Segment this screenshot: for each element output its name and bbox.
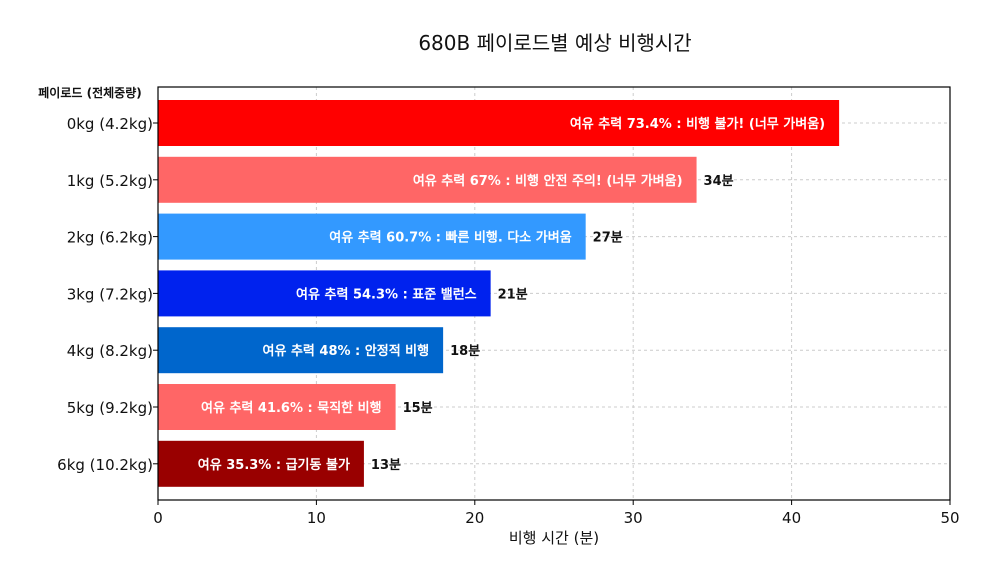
bar-label: 여유 35.3% : 급기동 불가 [198, 457, 350, 473]
bar [158, 156, 697, 203]
bar [158, 440, 364, 487]
x-tick-label: 0 [153, 509, 163, 527]
bar [158, 327, 444, 374]
y-axis-title: 페이로드 (전체중량) [38, 85, 141, 100]
y-tick-label: 0kg (4.2kg) [67, 115, 153, 133]
x-tick-label: 20 [465, 509, 484, 527]
bar-label: 여유 추력 73.4% : 비행 불가! (너무 가벼움) [570, 116, 825, 132]
bar [158, 384, 396, 430]
y-tick-label: 2kg (6.2kg) [67, 229, 153, 247]
bar-label: 여유 추력 60.7% : 빠른 비행. 다소 가벼움 [329, 230, 571, 246]
time-label: 21분 [498, 287, 528, 302]
bar-label: 여유 추력 67% : 비행 안전 주의! (너무 가벼움) [413, 173, 683, 189]
y-tick-label: 3kg (7.2kg) [67, 285, 153, 303]
chart-title: 680B 페이로드별 예상 비행시간 [418, 31, 691, 55]
time-label: 15분 [403, 401, 433, 416]
x-tick-label: 10 [307, 509, 326, 527]
y-tick-label: 6kg (10.2kg) [57, 456, 153, 474]
bar-label: 여유 추력 48% : 안정적 비행 [263, 343, 430, 359]
bar-label: 여유 추력 41.6% : 묵직한 비행 [201, 400, 382, 416]
x-tick-label: 40 [782, 509, 801, 527]
time-label: 13분 [371, 458, 401, 473]
bar [158, 213, 586, 260]
y-tick-label: 1kg (5.2kg) [67, 172, 153, 190]
x-axis-title: 비행 시간 (분) [509, 529, 599, 547]
time-label: 34분 [704, 174, 734, 189]
bar [158, 270, 491, 317]
bar [158, 100, 840, 146]
axis-ticks: 0 10 20 30 40 50 0kg (4.2kg) 1kg (5.2kg) 2kg (6.… [57, 115, 959, 527]
time-label: 27분 [593, 231, 623, 246]
y-tick-label: 5kg (9.2kg) [67, 399, 153, 417]
x-tick-label: 50 [940, 509, 959, 527]
time-label: 18분 [450, 344, 480, 359]
y-tick-label: 4kg (8.2kg) [67, 342, 153, 360]
bar-label: 여유 추력 54.3% : 표준 밸런스 [296, 286, 477, 302]
bars: 여유 추력 73.4% : 비행 불가! (너무 가벼움) 여유 추력 67% :… [158, 100, 840, 487]
x-tick-label: 30 [624, 509, 643, 527]
